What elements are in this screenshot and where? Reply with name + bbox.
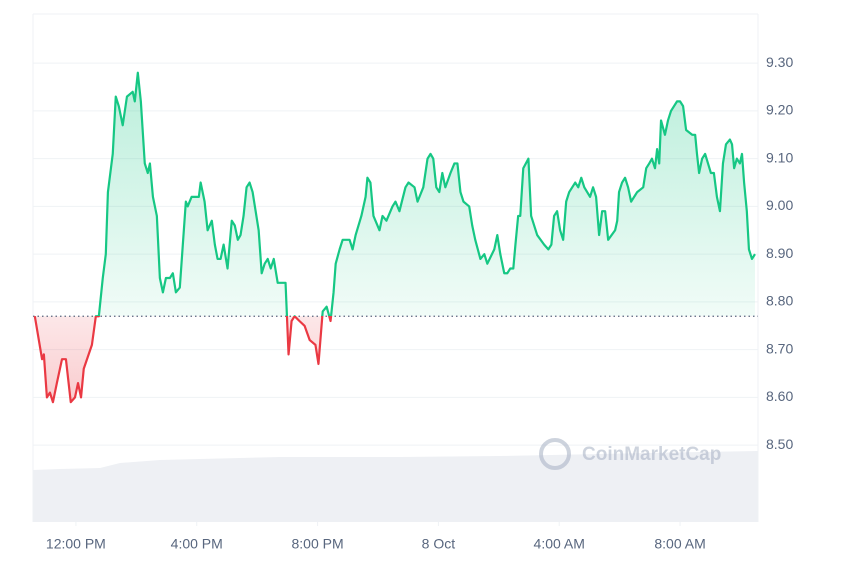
plot (33, 71, 758, 404)
watermark-text: CoinMarketCap (582, 444, 721, 465)
y-tick-label: 8.70 (766, 340, 793, 356)
x-tick-label: 4:00 PM (171, 536, 223, 552)
y-tick-label: 9.30 (766, 54, 793, 70)
x-tick-label: 8:00 PM (291, 536, 343, 552)
x-tick-label: 8:00 AM (654, 536, 705, 552)
y-tick-label: 9.00 (766, 197, 793, 213)
x-tick-label: 12:00 PM (46, 536, 106, 552)
y-tick-label: 8.60 (766, 388, 793, 404)
watermark: CoinMarketCap (539, 438, 721, 470)
y-tick-label: 8.50 (766, 436, 793, 452)
y-tick-label: 9.20 (766, 102, 793, 118)
y-tick-label: 9.10 (766, 149, 793, 165)
x-tick-label: 8 Oct (422, 536, 456, 552)
y-tick-label: 8.80 (766, 293, 793, 309)
watermark-logo (539, 438, 571, 470)
price-line (33, 71, 756, 404)
x-tick-label: 4:00 AM (534, 536, 585, 552)
volume-area (33, 451, 758, 522)
price-area (34, 72, 755, 403)
y-tick-label: 8.90 (766, 245, 793, 261)
